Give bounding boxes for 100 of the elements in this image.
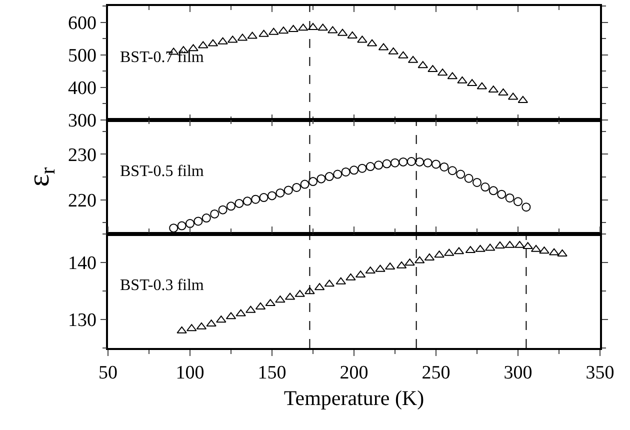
point [557,249,568,256]
x-tick-label: 50 [98,362,118,384]
y-tick-label: 140 [68,253,96,274]
point [498,88,508,96]
point [432,160,440,169]
y-tick-label: 500 [68,46,96,67]
point [246,306,256,313]
point [294,290,305,297]
series-label: BST-0.5 film [120,163,204,180]
point [472,178,482,187]
point [202,214,211,223]
point [398,157,408,166]
point [169,224,178,233]
point [210,209,220,218]
point [434,250,444,258]
point [522,202,531,212]
point [333,170,342,179]
point [284,186,293,195]
point [350,166,358,175]
point [218,37,228,44]
point [497,190,506,199]
point [382,159,392,168]
point [218,205,228,214]
point [398,51,408,58]
point [186,324,197,332]
point [186,219,194,228]
point [415,157,424,166]
point [198,41,208,48]
point [457,76,468,84]
point [259,193,268,202]
point [275,296,286,303]
point [316,174,326,184]
point [366,162,375,172]
point [298,24,308,31]
point [216,316,226,323]
point [265,299,276,306]
point [440,162,449,172]
x-tick-label: 250 [422,362,450,384]
point [485,244,496,251]
point [324,172,334,182]
point [448,166,457,176]
point [336,277,346,284]
x-tick-label: 200 [340,362,368,384]
point [504,240,515,248]
x-tick-label: 150 [258,362,286,384]
point [268,28,279,35]
point [522,242,533,250]
point [247,32,258,39]
y-tick-label: 220 [68,190,96,212]
point [300,180,310,189]
series-label: BST-0.7 film [120,49,204,66]
point [226,202,236,211]
series-label: BST-0.3 film [120,277,204,294]
y-tick-label: 400 [68,78,96,100]
point [388,47,398,54]
y-tick-label: 130 [68,310,96,332]
point [390,158,400,168]
point [423,158,432,168]
y-tick-label: 300 [68,110,96,132]
point [318,24,328,31]
point [194,216,203,226]
y-tick-label: 600 [68,12,96,34]
point [456,170,466,179]
point [514,197,522,206]
point [475,244,486,252]
point [514,240,525,248]
point [374,160,384,170]
point [308,177,318,186]
point [276,188,285,198]
point [464,174,474,183]
point [292,182,302,192]
point [177,221,186,230]
point [251,194,260,204]
point [505,193,514,202]
point [444,248,454,256]
point [242,196,252,206]
point [539,246,550,254]
point [228,36,238,43]
point [206,320,216,327]
y-tick-label: 230 [68,144,96,166]
point [268,191,276,200]
point [347,31,358,38]
point [236,309,246,316]
x-tick-label: 300 [504,362,532,384]
point [258,30,269,37]
point [358,164,367,173]
point [288,24,298,32]
x-tick-label: 350 [586,362,614,384]
point [428,65,438,72]
point [176,326,187,334]
point [234,198,244,208]
point [488,186,498,196]
point [346,273,356,280]
point [480,182,490,192]
point [418,61,428,68]
point [304,287,315,294]
point [341,167,350,176]
point [404,258,415,266]
x-tick-label: 100 [176,362,204,384]
x-axis-title: Temperature (K) [284,386,424,410]
